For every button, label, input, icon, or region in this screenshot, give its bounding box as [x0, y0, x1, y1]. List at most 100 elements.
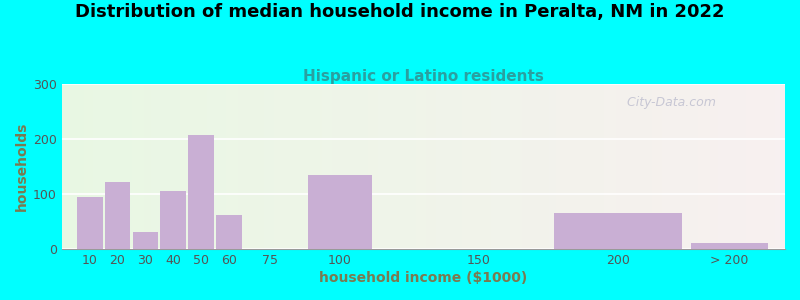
Bar	[594, 84, 597, 249]
Bar	[756, 84, 758, 249]
Bar	[696, 84, 698, 249]
Bar	[125, 84, 127, 249]
Bar	[616, 84, 618, 249]
Bar	[235, 84, 238, 249]
Bar	[83, 84, 86, 249]
Bar	[344, 84, 346, 249]
Bar	[366, 84, 368, 249]
Bar	[180, 84, 182, 249]
Bar	[310, 84, 313, 249]
Bar	[64, 84, 66, 249]
Bar	[394, 84, 397, 249]
Bar	[69, 84, 71, 249]
Bar	[101, 84, 103, 249]
Bar	[727, 84, 730, 249]
Bar	[566, 84, 568, 249]
Bar	[332, 84, 334, 249]
Bar	[537, 84, 539, 249]
Bar	[470, 84, 472, 249]
Bar	[474, 84, 477, 249]
Bar	[506, 84, 508, 249]
Bar	[462, 84, 465, 249]
Bar	[137, 84, 139, 249]
Bar	[570, 84, 573, 249]
Bar	[110, 84, 113, 249]
Bar	[156, 84, 158, 249]
Bar	[356, 84, 358, 249]
Bar	[679, 84, 682, 249]
Bar	[763, 84, 766, 249]
Bar	[720, 84, 722, 249]
Bar	[402, 84, 404, 249]
Bar	[778, 84, 780, 249]
Bar	[228, 84, 230, 249]
Bar	[662, 84, 665, 249]
Bar	[734, 84, 737, 249]
Bar	[414, 84, 416, 249]
Bar	[216, 84, 218, 249]
Bar	[749, 84, 751, 249]
Bar	[397, 84, 399, 249]
Bar	[713, 84, 715, 249]
Bar	[368, 84, 370, 249]
Bar	[91, 84, 94, 249]
Bar	[416, 84, 418, 249]
Bar	[580, 84, 582, 249]
Bar	[146, 84, 149, 249]
Bar	[650, 84, 653, 249]
Bar	[775, 84, 778, 249]
Bar	[130, 84, 132, 249]
Bar	[274, 84, 277, 249]
Bar	[710, 84, 713, 249]
Bar	[655, 84, 658, 249]
Bar	[266, 84, 269, 249]
Bar	[142, 84, 144, 249]
Bar	[289, 84, 291, 249]
Bar	[223, 84, 226, 249]
Bar	[722, 84, 725, 249]
Bar	[582, 84, 585, 249]
Bar	[254, 84, 257, 249]
Bar	[527, 84, 530, 249]
Bar	[568, 84, 570, 249]
Bar	[240, 84, 242, 249]
Bar	[746, 84, 749, 249]
Bar	[653, 84, 655, 249]
Y-axis label: households: households	[15, 122, 29, 211]
Bar	[715, 84, 718, 249]
Bar	[638, 84, 640, 249]
Bar	[642, 84, 646, 249]
Bar	[477, 84, 479, 249]
Bar	[154, 84, 156, 249]
Bar	[192, 84, 194, 249]
Bar	[597, 84, 599, 249]
Bar	[158, 84, 161, 249]
Bar	[532, 84, 534, 249]
Bar	[284, 84, 286, 249]
Bar	[161, 84, 163, 249]
Title: Hispanic or Latino residents: Hispanic or Latino residents	[303, 69, 544, 84]
Bar	[602, 84, 604, 249]
Bar	[503, 84, 506, 249]
Bar	[435, 84, 438, 249]
Bar	[178, 84, 180, 249]
Bar	[621, 84, 623, 249]
Bar	[370, 84, 373, 249]
Bar	[732, 84, 734, 249]
Bar	[554, 84, 556, 249]
Bar	[399, 84, 402, 249]
Bar	[160, 191, 186, 249]
Bar	[199, 84, 202, 249]
Bar	[404, 84, 406, 249]
Bar	[387, 84, 390, 249]
Bar	[62, 84, 64, 249]
Bar	[539, 84, 542, 249]
Bar	[108, 84, 110, 249]
Bar	[378, 84, 380, 249]
Bar	[686, 84, 689, 249]
Bar	[426, 84, 428, 249]
Bar	[86, 84, 89, 249]
Bar	[66, 84, 69, 249]
Bar	[122, 84, 125, 249]
Bar	[262, 84, 264, 249]
